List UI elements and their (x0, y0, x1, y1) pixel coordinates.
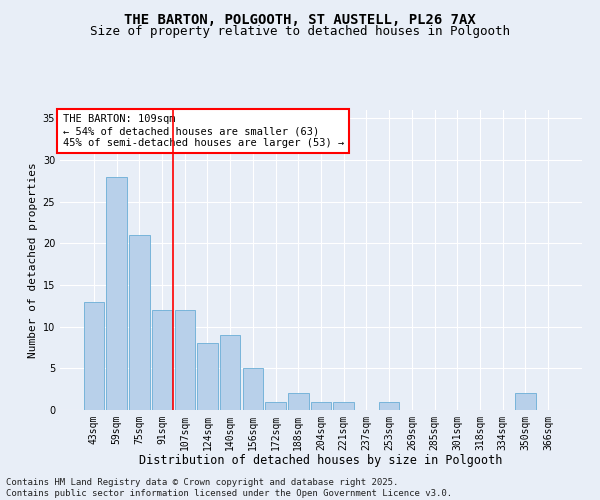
Y-axis label: Number of detached properties: Number of detached properties (28, 162, 38, 358)
Bar (129, 235, 149, 410)
Bar (265, 402, 286, 410)
Text: THE BARTON, POLGOOTH, ST AUSTELL, PL26 7AX: THE BARTON, POLGOOTH, ST AUSTELL, PL26 7… (124, 12, 476, 26)
Bar (515, 394, 536, 410)
Bar (152, 310, 172, 410)
Bar (175, 310, 195, 410)
Text: Size of property relative to detached houses in Polgooth: Size of property relative to detached ho… (90, 25, 510, 38)
Bar (220, 335, 241, 410)
Bar (197, 344, 218, 410)
Bar (242, 368, 263, 410)
Bar (379, 402, 400, 410)
Bar (334, 402, 354, 410)
Bar (311, 402, 331, 410)
Bar (84, 302, 104, 410)
X-axis label: Distribution of detached houses by size in Polgooth: Distribution of detached houses by size … (139, 454, 503, 468)
Bar (106, 176, 127, 410)
Text: THE BARTON: 109sqm
← 54% of detached houses are smaller (63)
45% of semi-detache: THE BARTON: 109sqm ← 54% of detached hou… (62, 114, 344, 148)
Bar (288, 394, 308, 410)
Text: Contains HM Land Registry data © Crown copyright and database right 2025.
Contai: Contains HM Land Registry data © Crown c… (6, 478, 452, 498)
